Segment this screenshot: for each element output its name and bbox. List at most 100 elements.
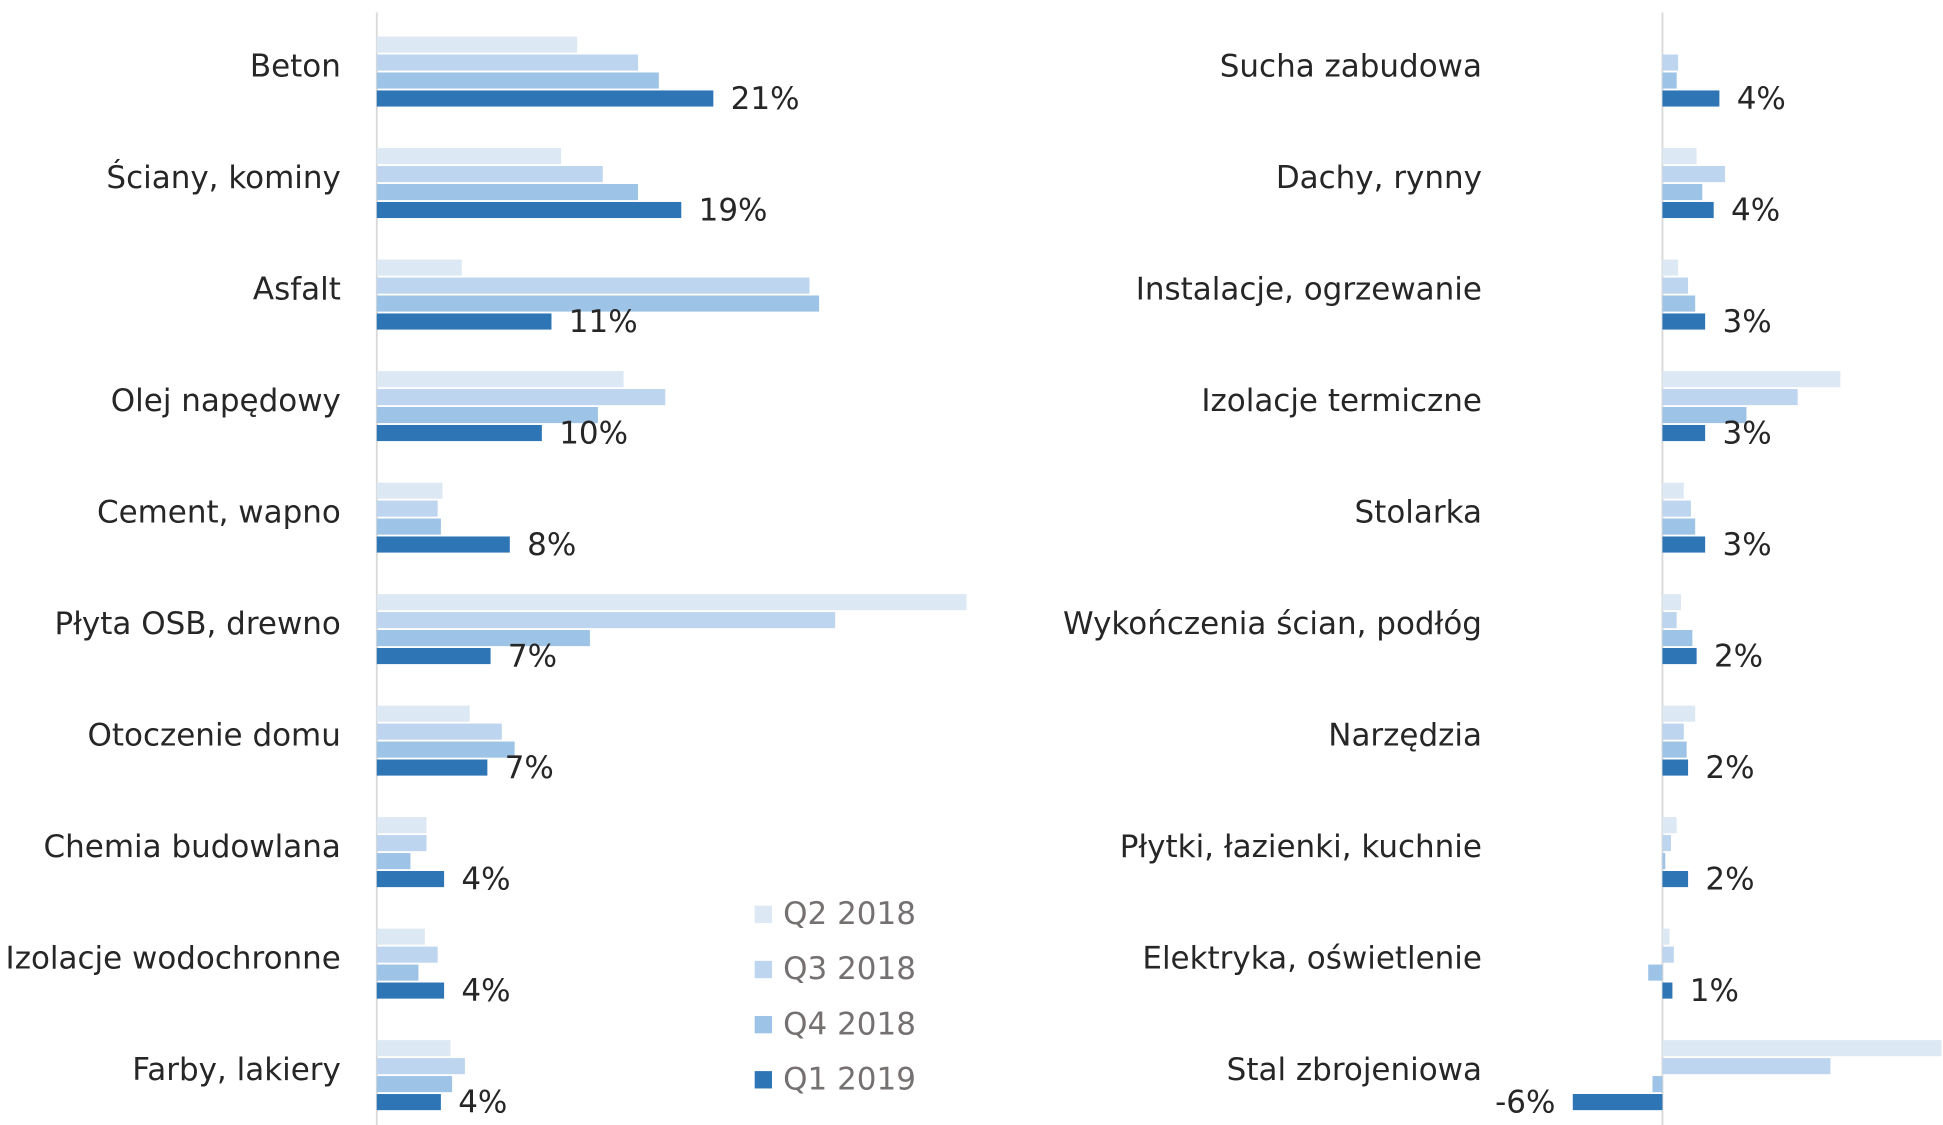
category-label: Asfalt: [253, 272, 341, 308]
bar: [1662, 705, 1696, 722]
bar: [376, 647, 491, 665]
bar: [1662, 759, 1689, 776]
bar: [376, 723, 502, 740]
category-label: Instalacje, ogrzewanie: [1136, 272, 1482, 308]
legend-swatch: [754, 1071, 773, 1089]
category-label: Elektryka, oświetlenie: [1142, 941, 1482, 977]
value-label: 4%: [461, 973, 510, 1009]
value-label: 3%: [1723, 415, 1772, 451]
bar: [1662, 741, 1687, 758]
value-label: 1%: [1690, 973, 1739, 1009]
bar: [1662, 982, 1673, 999]
value-label: 2%: [1705, 750, 1754, 786]
value-label: 4%: [458, 1084, 507, 1120]
bar: [376, 612, 836, 629]
value-label: 3%: [1723, 527, 1772, 563]
bar: [1662, 295, 1696, 312]
bar: [376, 982, 445, 999]
category-label: Dachy, rynny: [1276, 160, 1482, 196]
category-label: Płytki, łazienki, kuchnie: [1120, 829, 1482, 865]
category-label: Farby, lakiery: [132, 1052, 341, 1088]
bar: [1662, 389, 1798, 406]
bar: [1662, 647, 1697, 665]
legend-swatch: [754, 1015, 773, 1034]
category-label: Izolacje termiczne: [1201, 383, 1482, 419]
bar: [376, 630, 590, 647]
bar: [376, 389, 666, 406]
bar: [376, 500, 438, 517]
bar: [376, 871, 445, 888]
category-label: Beton: [250, 49, 341, 85]
bar: [376, 964, 419, 981]
bar: [1662, 72, 1677, 89]
bar: [376, 1094, 441, 1111]
bar: [1662, 259, 1679, 276]
bar: [376, 54, 639, 71]
category-label: Otoczenie domu: [88, 718, 341, 754]
legend-label: Q3 2018: [783, 951, 916, 987]
value-label: 11%: [569, 304, 638, 340]
category-label: Cement, wapno: [97, 495, 341, 531]
bar: [1662, 183, 1703, 201]
bar: [1572, 1094, 1663, 1111]
bar: [376, 1058, 465, 1075]
value-label: 21%: [731, 81, 800, 117]
bar: [1662, 612, 1677, 629]
bar: [376, 705, 470, 722]
bar: [376, 482, 443, 499]
bar: [376, 148, 562, 165]
bar: [1662, 723, 1684, 740]
bar: [1662, 594, 1681, 611]
bar: [1662, 201, 1714, 219]
bar: [1662, 54, 1679, 71]
value-label: 8%: [527, 527, 576, 563]
legend-label: Q1 2019: [783, 1062, 916, 1098]
bar: [376, 72, 659, 89]
bar: [1662, 835, 1671, 852]
category-label: Sucha zabudowa: [1220, 49, 1482, 85]
value-label: 2%: [1705, 861, 1754, 897]
bar: [376, 90, 714, 107]
bar: [1662, 536, 1706, 553]
bar: [376, 201, 682, 219]
bar: [376, 313, 552, 330]
value-label: 4%: [461, 861, 510, 897]
bar: [376, 928, 425, 945]
category-label: Płyta OSB, drewno: [54, 606, 340, 642]
bar: [376, 166, 603, 183]
value-label: 19%: [699, 192, 768, 228]
bar: [1662, 166, 1726, 183]
bar: [1662, 871, 1689, 888]
bar: [376, 946, 438, 963]
legend-swatch: [754, 905, 773, 924]
bar: [1662, 518, 1696, 535]
bar: [1662, 500, 1691, 517]
value-label: 10%: [559, 415, 628, 451]
bar: [1662, 853, 1666, 870]
bar: [1662, 277, 1689, 294]
bar: [1662, 407, 1747, 424]
bar: [1652, 1076, 1663, 1093]
legend-label: Q2 2018: [783, 896, 916, 932]
bar: [376, 371, 624, 388]
bar: [1662, 482, 1684, 499]
category-label: Olej napędowy: [111, 383, 341, 419]
bar: [1662, 371, 1841, 388]
bar: [376, 594, 967, 611]
bar: [376, 1040, 451, 1057]
value-label: 7%: [508, 638, 557, 674]
bar: [1662, 424, 1706, 442]
bar: [376, 259, 462, 276]
bar: [376, 835, 427, 852]
category-label: Izolacje wodochronne: [6, 941, 341, 977]
bar: [1662, 817, 1677, 834]
bar: [1662, 313, 1706, 330]
bar: [1662, 148, 1697, 165]
bar: [376, 407, 598, 424]
value-label: 7%: [505, 750, 554, 786]
category-label: Chemia budowlana: [44, 829, 341, 865]
value-label: 4%: [1731, 192, 1780, 228]
bar: [1662, 90, 1720, 107]
legend-label: Q4 2018: [783, 1006, 916, 1042]
